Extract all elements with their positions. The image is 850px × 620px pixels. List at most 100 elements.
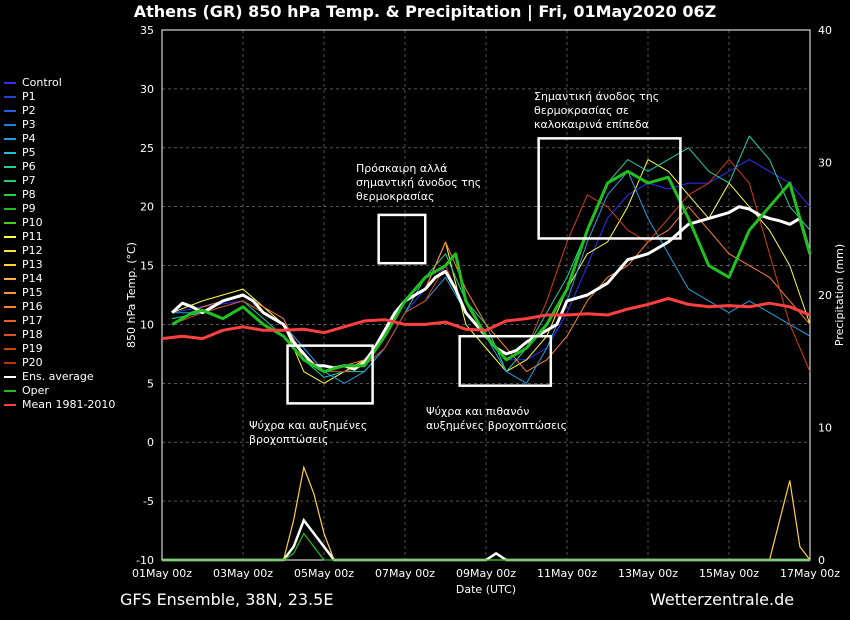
annotation-line: Ψύχρα και πιθανόν <box>426 405 530 418</box>
annotation-line: σημαντική άνοδος της <box>356 176 482 189</box>
y-axis-label: 850 hPa Temp. (°C) <box>125 242 138 348</box>
legend-swatch <box>4 124 16 126</box>
legend-label: P18 <box>22 328 43 341</box>
series-line-p16 <box>171 206 811 373</box>
annotation-line: θερμοκρασίας <box>356 190 435 203</box>
y-tick-label: 20 <box>140 201 154 214</box>
annotation-text: Πρόσκαιρη αλλά σημαντική άνοδος της θερμοκ… <box>356 162 481 204</box>
legend-item: P14 <box>4 272 115 286</box>
legend-swatch <box>4 334 16 336</box>
legend-label: P20 <box>22 356 43 369</box>
y2-tick-label: 10 <box>818 422 832 435</box>
legend-item: P2 <box>4 104 115 118</box>
y2-axis-label: Precipitation (mm) <box>833 244 846 346</box>
y-tick-label: 25 <box>140 142 154 155</box>
legend-swatch <box>4 292 16 294</box>
legend-label: P4 <box>22 132 36 145</box>
annotation-line: καλοκαιρινά επίπεδα <box>534 118 649 131</box>
legend-label: P19 <box>22 342 43 355</box>
legend-swatch <box>4 404 16 406</box>
legend-item: P20 <box>4 356 115 370</box>
x-axis-label: Date (UTC) <box>456 583 516 596</box>
legend-item: P11 <box>4 230 115 244</box>
legend-label: P15 <box>22 286 43 299</box>
annotation-text: Ψύχρα και αυξημένες βροχοπτώσεις <box>249 419 367 447</box>
legend-swatch <box>4 250 16 252</box>
chart-title: Athens (GR) 850 hPa Temp. & Precipitatio… <box>133 2 717 21</box>
y-tick-label: 30 <box>140 83 154 96</box>
legend-swatch <box>4 376 16 378</box>
legend-item: P13 <box>4 258 115 272</box>
legend-swatch <box>4 264 16 266</box>
legend-swatch <box>4 110 16 112</box>
x-tick-label: 17May 00z <box>780 567 840 580</box>
legend-swatch <box>4 96 16 98</box>
x-tick-label: 07May 00z <box>375 567 435 580</box>
annotation-line: θερμοκρασίας σε <box>534 104 629 117</box>
legend-item: Control <box>4 76 115 90</box>
legend-label: P2 <box>22 104 36 117</box>
legend-swatch <box>4 152 16 154</box>
legend-label: Mean 1981-2010 <box>22 398 116 411</box>
legend-item: P9 <box>4 202 115 216</box>
legend-label: Control <box>22 76 62 89</box>
legend-label: P13 <box>22 258 43 271</box>
legend-item: P7 <box>4 174 115 188</box>
legend-label: P10 <box>22 216 43 229</box>
precip-line-ens-average <box>162 517 810 562</box>
annotation-box <box>537 137 682 240</box>
annotation-boxes <box>286 137 682 405</box>
annotation-box <box>286 344 374 405</box>
annotation-text: Ψύχρα και πιθανόν αυξημένες βροχοπτώσεις <box>426 405 567 433</box>
legend: Control P1 P2 P3 P4 P5 P6 P7 P8 P9 P10 P11 P12 P13 P14… <box>4 76 115 412</box>
legend-label: P6 <box>22 160 36 173</box>
legend-swatch <box>4 236 16 238</box>
series-line-oper <box>171 169 812 374</box>
x-tick-label: 15May 00z <box>699 567 759 580</box>
precip-line-oper <box>162 532 810 561</box>
y2-tick-label: 0 <box>818 554 825 567</box>
x-tick-label: 03May 00z <box>213 567 273 580</box>
series-layer <box>161 135 812 562</box>
series-line-p4 <box>172 170 811 384</box>
y-tick-label: 0 <box>147 436 154 449</box>
legend-item: Ens. average <box>4 370 115 384</box>
legend-item: Mean 1981-2010 <box>4 398 115 412</box>
legend-swatch <box>4 390 16 392</box>
legend-swatch <box>4 138 16 140</box>
annotation-line: βροχοπτώσεις <box>249 433 329 446</box>
legend-item: P5 <box>4 146 115 160</box>
legend-item: P3 <box>4 118 115 132</box>
annotation-line: Ψύχρα και αυξημένες <box>249 419 368 432</box>
y-tick-label: 10 <box>140 318 154 331</box>
y-tick-label: 5 <box>147 377 154 390</box>
annotation-line: αυξημένες βροχοπτώσεις <box>426 419 568 432</box>
y-tick-label: 15 <box>140 260 154 273</box>
legend-label: P16 <box>22 300 43 313</box>
legend-item: P16 <box>4 300 115 314</box>
legend-swatch <box>4 82 16 84</box>
legend-label: Ens. average <box>22 370 94 383</box>
legend-label: P7 <box>22 174 36 187</box>
x-tick-label: 01May 00z <box>132 567 192 580</box>
legend-swatch <box>4 278 16 280</box>
legend-swatch <box>4 348 16 350</box>
legend-label: P11 <box>22 230 43 243</box>
legend-label: P12 <box>22 244 43 257</box>
legend-label: P9 <box>22 202 36 215</box>
legend-swatch <box>4 306 16 308</box>
legend-label: P1 <box>22 90 36 103</box>
y-tick-label: -10 <box>136 554 154 567</box>
y-tick-label: 35 <box>140 24 154 37</box>
x-tick-label: 09May 00z <box>456 567 516 580</box>
legend-item: P4 <box>4 132 115 146</box>
legend-swatch <box>4 180 16 182</box>
annotation-box <box>458 334 553 387</box>
y2-tick-label: 30 <box>818 157 832 170</box>
x-tick-label: 05May 00z <box>294 567 354 580</box>
legend-label: P14 <box>22 272 43 285</box>
footer-site: Wetterzentrale.de <box>650 590 795 609</box>
legend-item: P1 <box>4 90 115 104</box>
annotation-line: Σημαντική άνοδος της <box>534 90 660 103</box>
